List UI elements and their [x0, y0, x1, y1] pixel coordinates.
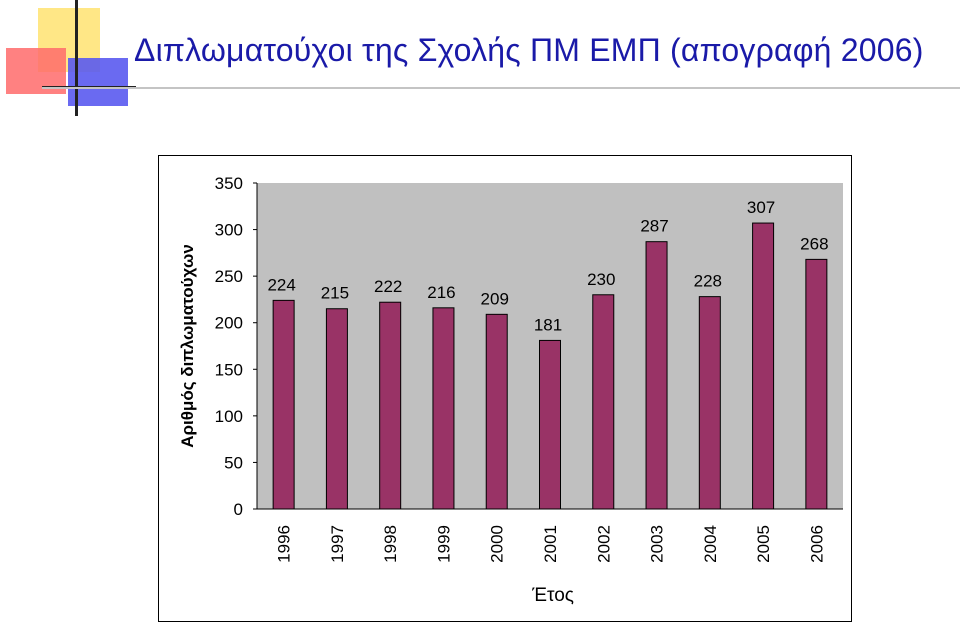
data-label-2000: 209: [481, 289, 509, 308]
bar-2001: [539, 339, 561, 510]
data-label-2001: 181: [534, 315, 562, 334]
slide-title: Διπλωματούχοι της Σχολής ΠΜ ΕΜΠ (απογραφ…: [134, 32, 924, 68]
logo-vertical-line: [75, 0, 78, 116]
bar-1996: [272, 299, 295, 510]
x-axis-label: Έτος: [531, 585, 574, 606]
bar-2002: [592, 294, 615, 510]
y-axis-label: Αριθμός διπλωματούχων: [178, 244, 197, 448]
data-label-2006: 268: [800, 234, 828, 253]
y-tick-label: 100: [215, 407, 243, 426]
title-divider: [42, 87, 960, 89]
bar-2003: [645, 241, 668, 510]
data-label-2002: 230: [587, 270, 615, 289]
x-tick-label-1998: 1998: [381, 525, 400, 563]
x-tick-label-2003: 2003: [648, 525, 667, 563]
y-tick-label: 200: [215, 314, 243, 333]
x-tick-labels: 1996 1997 1998 1999 2000 2001 2002 2003 2004 2005…: [275, 525, 827, 563]
bar-1997: [325, 308, 348, 510]
data-label-1997: 215: [321, 284, 349, 303]
y-tick-labels: 0 50 100 150 200 250 300 350: [215, 174, 257, 519]
x-tick-label-2000: 2000: [488, 525, 507, 563]
data-label-2004: 228: [694, 272, 722, 291]
data-label-1996: 224: [267, 275, 295, 294]
bar-chart: 0 50 100 150 200 250 300 350 224 215 222 216 209 181…: [178, 174, 843, 606]
y-tick-label: 50: [224, 453, 243, 472]
bar-2005: [752, 222, 775, 510]
bar-1998: [379, 301, 402, 510]
x-tick-label-2004: 2004: [701, 525, 720, 563]
data-labels: 224 215 222 216 209 181 230 287 228 307 268: [267, 198, 828, 334]
y-tick-label: 150: [215, 360, 243, 379]
data-label-1999: 216: [427, 283, 455, 302]
y-tick-label: 0: [234, 500, 243, 519]
y-tick-label: 300: [215, 221, 243, 240]
data-label-1998: 222: [374, 277, 402, 296]
bar-1999: [432, 307, 455, 510]
bar-2006: [805, 258, 828, 510]
bar-2000: [485, 313, 508, 510]
chart-frame: 0 50 100 150 200 250 300 350 224 215 222 216 209 181…: [158, 155, 852, 622]
logo-graphic: [6, 0, 136, 116]
data-label-2003: 287: [640, 217, 668, 236]
x-tick-label-1999: 1999: [434, 525, 453, 563]
x-tick-label-2006: 2006: [807, 525, 826, 563]
x-tick-label-2002: 2002: [594, 525, 613, 563]
y-tick-label: 250: [215, 267, 243, 286]
bar-2004: [698, 296, 721, 510]
x-tick-label-2001: 2001: [541, 525, 560, 563]
x-tick-label-2005: 2005: [754, 525, 773, 563]
x-tick-label-1996: 1996: [275, 525, 294, 563]
x-tick-label-1997: 1997: [328, 525, 347, 563]
y-tick-label: 350: [215, 174, 243, 193]
bars: [272, 222, 828, 510]
data-label-2005: 307: [747, 198, 775, 217]
